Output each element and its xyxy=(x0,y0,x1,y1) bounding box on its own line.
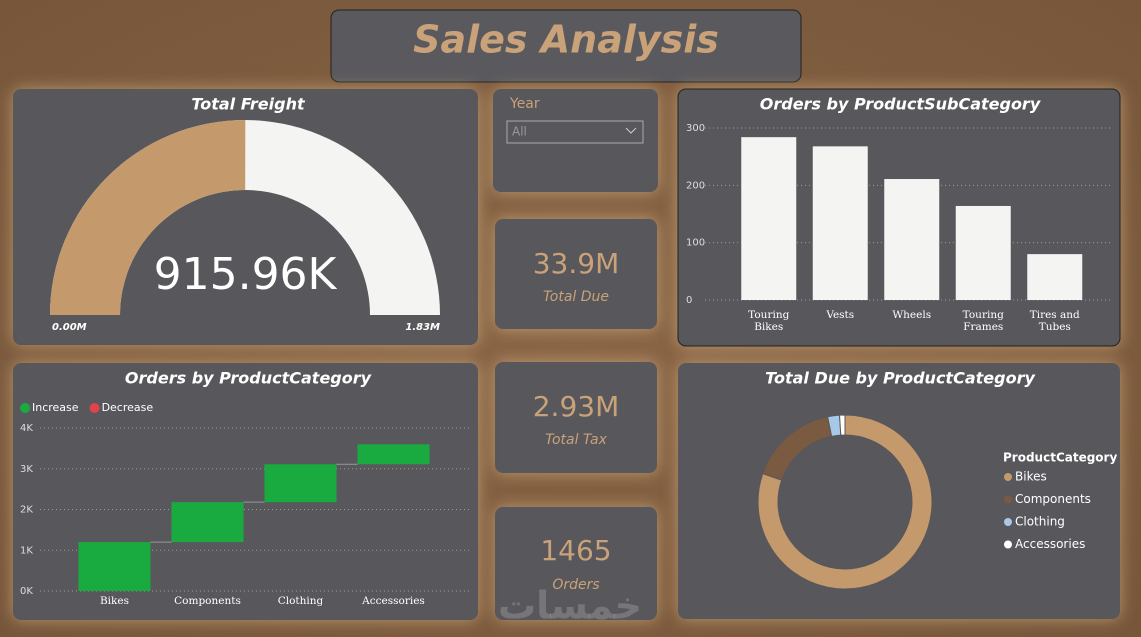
x-tick-label-text: Tires and Tubes xyxy=(1029,309,1080,333)
slicer-label: Year xyxy=(509,96,540,112)
x-tick-label: Vests xyxy=(826,309,855,321)
y-tick-label: 0 xyxy=(686,295,692,306)
y-tick-label: 3K xyxy=(20,464,33,475)
kpi-value: 33.9M xyxy=(533,247,620,280)
bar xyxy=(955,205,1011,300)
y-tick-label: 300 xyxy=(686,123,705,134)
y-tick-label: 2K xyxy=(20,505,33,516)
x-tick-label: Components xyxy=(174,595,241,607)
y-tick-label: 0K xyxy=(20,586,33,597)
waterfall-bar xyxy=(357,444,430,465)
chevron xyxy=(625,127,637,134)
x-tick-label: Touring Bikes xyxy=(748,309,790,333)
legend-label: Bikes xyxy=(1015,470,1047,484)
donut-panel xyxy=(678,363,1120,619)
chart-title: Total Due by ProductCategory xyxy=(765,369,1035,388)
watermark: خمسات xyxy=(498,584,642,628)
kpi-panel xyxy=(495,507,657,620)
gauge-panel xyxy=(13,89,478,345)
x-tick-label-text: Wheels xyxy=(892,309,932,321)
y-tick-label: 1K xyxy=(20,545,33,556)
gauge-value xyxy=(50,120,246,315)
waterfall-bar xyxy=(78,542,151,591)
legend-swatch xyxy=(1004,540,1012,549)
legend-label: Accessories xyxy=(1015,537,1085,551)
kpi-panel xyxy=(495,219,657,329)
legend-swatch xyxy=(1004,495,1012,504)
legend-label: Decrease xyxy=(102,401,154,414)
bar xyxy=(884,179,940,300)
chart-title: Orders by ProductSubCategory xyxy=(760,95,1041,114)
kpi-panel xyxy=(495,362,657,473)
waterfall-bar xyxy=(171,502,244,543)
kpi-label: Total Due xyxy=(543,289,609,305)
title-box xyxy=(330,9,802,83)
x-tick-label: Bikes xyxy=(100,595,129,607)
page-title: Sales Analysis xyxy=(413,18,719,62)
donut-slice xyxy=(757,414,933,590)
kpi-label: Orders xyxy=(552,577,599,593)
gauge-min-label: 0.00M xyxy=(52,322,87,333)
legend-label: Components xyxy=(1015,492,1091,506)
x-tick-label-text: Touring Frames xyxy=(962,309,1004,333)
y-tick-label: 100 xyxy=(686,238,705,249)
y-tick-label: 4K xyxy=(20,423,33,434)
x-tick-label-text: Touring Bikes xyxy=(748,309,790,333)
x-tick-label: Wheels xyxy=(892,309,932,321)
dropdown[interactable] xyxy=(506,120,644,144)
bar xyxy=(741,137,797,300)
chart-title: Orders by ProductCategory xyxy=(125,369,372,388)
legend-label: Clothing xyxy=(1015,515,1065,529)
x-tick-label: Touring Frames xyxy=(962,309,1004,333)
donut-slice xyxy=(839,414,846,436)
kpi-value: 2.93M xyxy=(533,390,620,423)
legend-swatch xyxy=(20,403,30,413)
y-tick-label: 200 xyxy=(686,180,705,191)
chart-title: Total Freight xyxy=(191,95,306,114)
kpi-value: 1465 xyxy=(540,534,611,567)
x-tick-label: Tires and Tubes xyxy=(1029,309,1080,333)
dropdown-value[interactable]: All xyxy=(512,125,527,139)
x-tick-label-text: Vests xyxy=(826,309,855,321)
x-tick-label: Clothing xyxy=(278,595,324,607)
gauge-value-label: 915.96K xyxy=(154,249,338,300)
legend-swatch xyxy=(1004,473,1012,481)
legend-swatch xyxy=(1004,518,1012,526)
legend-title: ProductCategory xyxy=(1003,451,1117,465)
kpi-label: Total Tax xyxy=(545,432,607,448)
legend-label: Increase xyxy=(32,401,79,414)
gauge-max-label: 1.83M xyxy=(405,322,440,333)
waterfall-bar xyxy=(264,464,337,503)
slicer-panel xyxy=(493,89,658,192)
bar xyxy=(812,146,868,300)
x-tick-label: Accessories xyxy=(361,595,425,607)
bar xyxy=(1027,254,1083,300)
legend-swatch xyxy=(89,403,100,413)
